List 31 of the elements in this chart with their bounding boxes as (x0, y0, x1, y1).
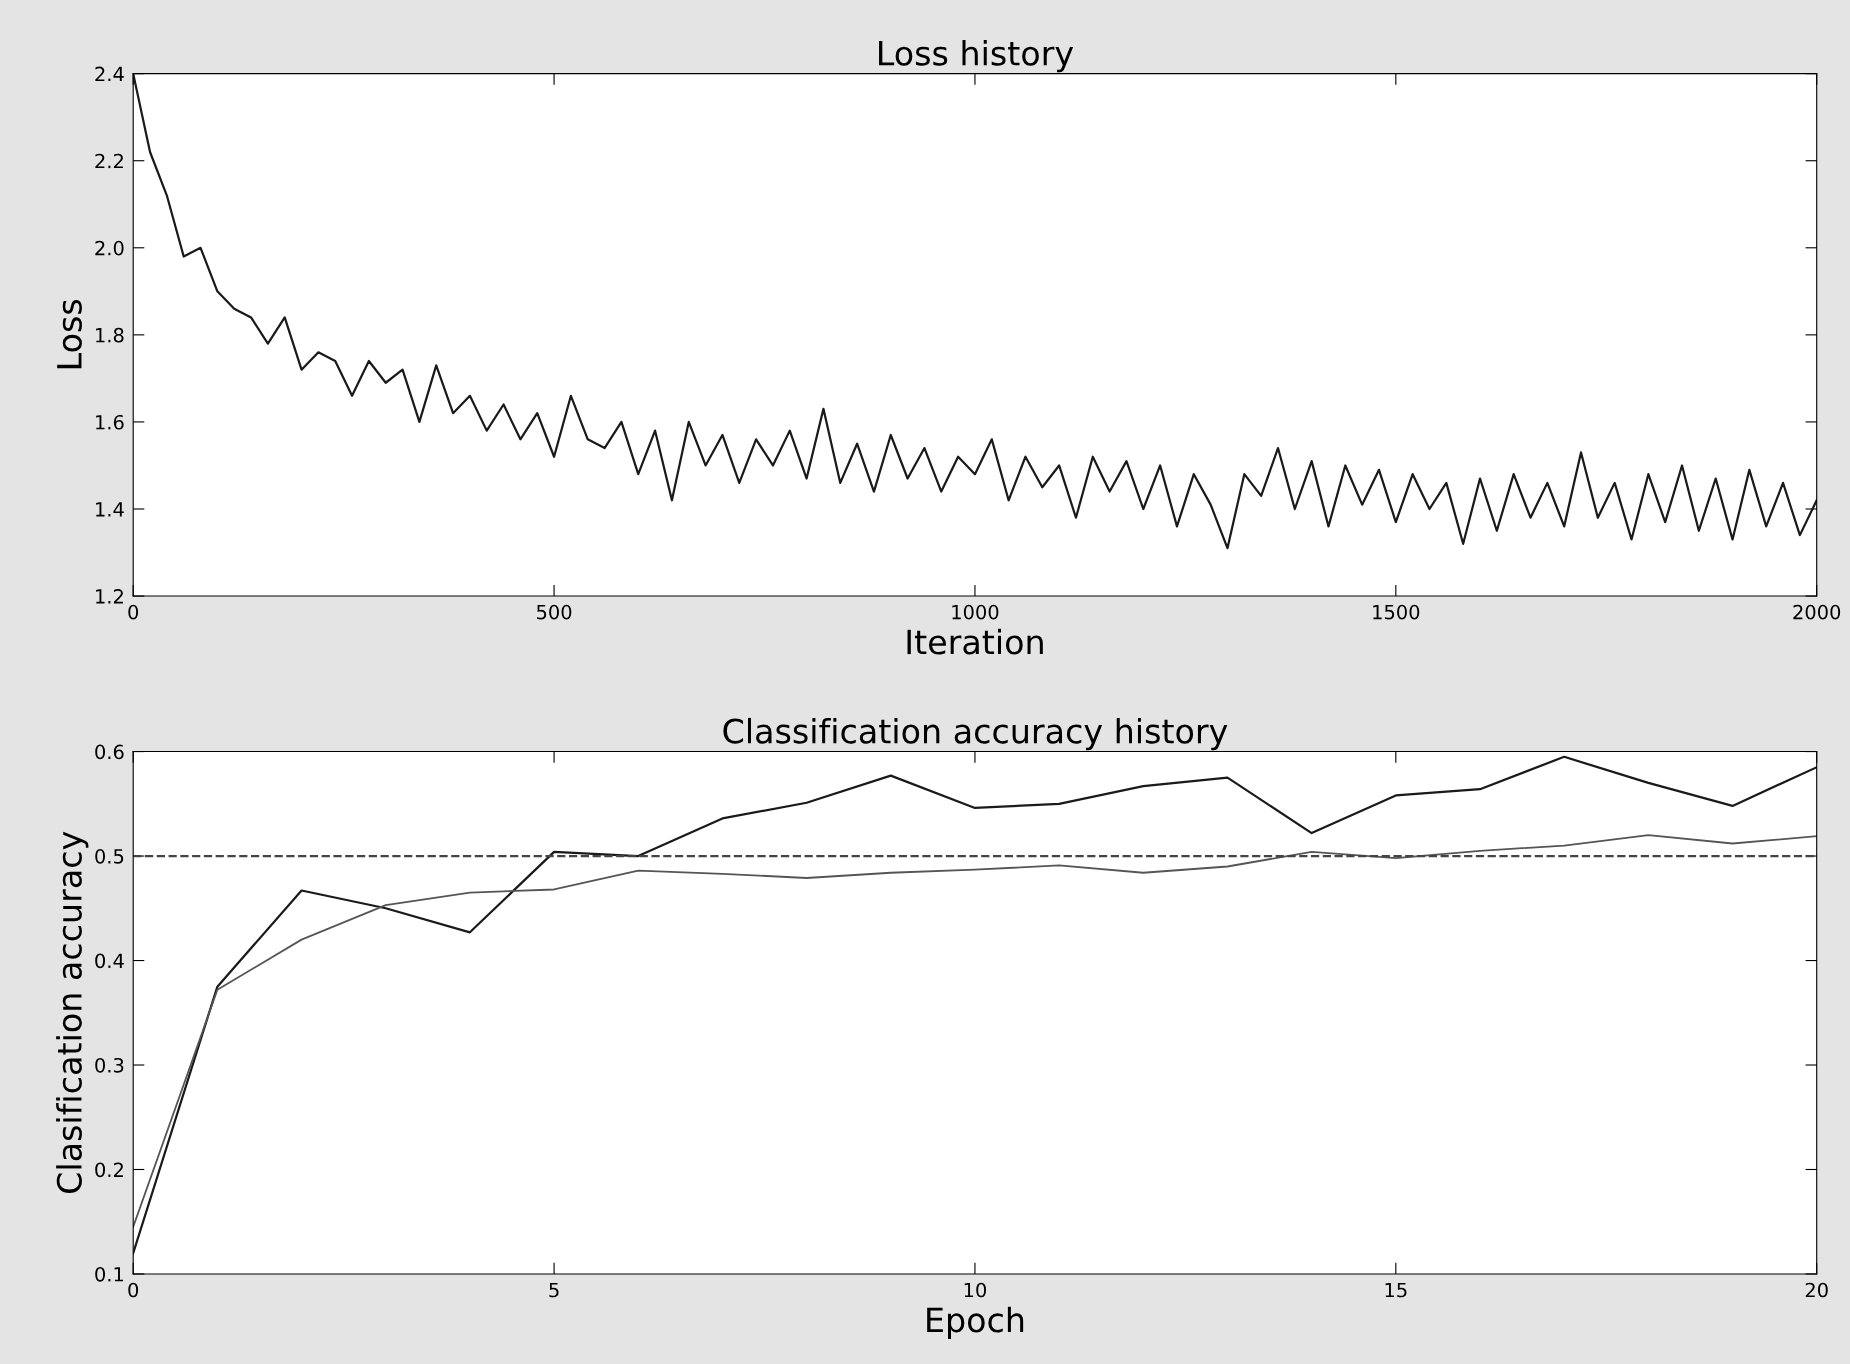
x-axis-title: Iteration (907, 628, 1043, 655)
y-tick-label: 2.4 (95, 66, 124, 82)
x-tick-label: 0 (128, 1282, 139, 1298)
y-tick-label: 2.2 (95, 153, 123, 169)
y-tick-label: 1.8 (96, 327, 124, 343)
y-tick-label: 1.4 (96, 502, 124, 517)
x-tick-label: 500 (537, 604, 572, 620)
y-tick-label: 0.2 (95, 1162, 123, 1178)
y-tick-label: 0.3 (95, 1057, 124, 1073)
y-tick-label: 0.6 (95, 744, 124, 760)
x-axis-title: Epoch (927, 1306, 1024, 1339)
x-tick-label: 20 (1805, 1282, 1828, 1298)
y-tick-label: 0.1 (95, 1266, 124, 1282)
line-series (133, 755, 1817, 1255)
x-tick-label: 5 (549, 1282, 559, 1298)
y-tick-label: 1.6 (96, 414, 124, 430)
y-tick-label: 1.2 (96, 589, 123, 604)
x-tick-label: 1500 (1373, 604, 1420, 620)
y-axis-title: Clasification accuracy (56, 831, 89, 1193)
y-axis-title: Loss (57, 299, 82, 369)
y-tick-label: 2.0 (95, 240, 124, 256)
x-tick-label: 1000 (952, 604, 999, 620)
x-tick-label: 15 (1385, 1282, 1407, 1298)
x-tick-label: 0 (128, 604, 139, 620)
y-tick-label: 0.4 (95, 953, 124, 969)
line-series (133, 834, 1817, 1228)
x-tick-label: 10 (964, 1282, 987, 1298)
chart-title: Classification accuracy history (723, 717, 1228, 751)
chart-title: Loss history (879, 39, 1074, 73)
x-tick-label: 2000 (1793, 604, 1841, 620)
y-tick-label: 0.5 (95, 849, 124, 864)
